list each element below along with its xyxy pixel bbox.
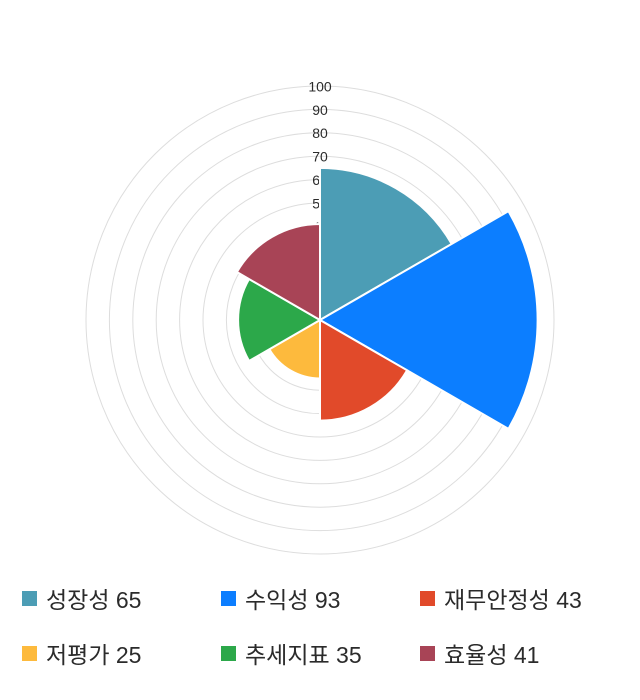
svg-text:90: 90 xyxy=(312,102,328,118)
svg-text:80: 80 xyxy=(312,125,328,141)
svg-text:100: 100 xyxy=(308,78,332,94)
svg-text:70: 70 xyxy=(312,149,328,165)
